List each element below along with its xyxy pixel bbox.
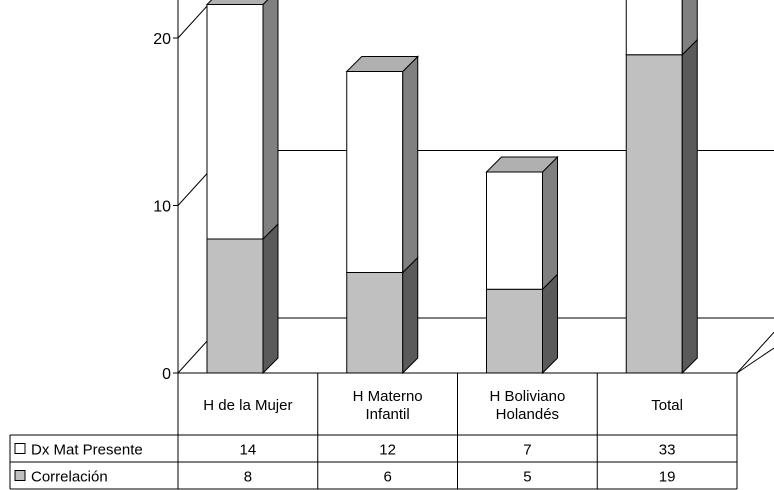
y-tick-label: 10 — [153, 199, 171, 216]
bars — [205, 0, 698, 375]
legend-key — [14, 470, 26, 481]
bar-top — [485, 156, 559, 173]
table-cell-value: 33 — [659, 442, 676, 459]
legend-label: Correlación — [31, 469, 108, 486]
x-category-label: H Materno — [353, 388, 423, 405]
table-cell-value: 7 — [523, 442, 531, 459]
gridline — [177, 0, 214, 39]
x-category-label: Total — [651, 397, 683, 414]
x-category-label: Infantil — [366, 406, 410, 423]
bar-segment-side — [542, 273, 558, 375]
table-cell-value: 5 — [523, 469, 531, 486]
legend-label: Dx Mat Presente — [31, 442, 143, 459]
bar-segment-side — [402, 55, 419, 274]
bar-segment-side — [262, 0, 279, 241]
bar-segment-front — [346, 71, 404, 273]
x-category-label: Holandés — [496, 406, 559, 423]
bar-segment-front — [346, 272, 404, 374]
bar-top — [205, 0, 269, 5]
legend-key — [14, 443, 26, 454]
y-axis: 0102030405060 — [153, 31, 178, 383]
bar-segment-front — [206, 4, 264, 240]
bar-segment-front — [625, 0, 683, 56]
bar-segment-front — [486, 171, 543, 290]
table-cell-value: 14 — [240, 442, 257, 459]
bar-segment-front — [625, 54, 683, 374]
x-category-label: H Boliviano — [489, 388, 565, 405]
bar-segment-side — [262, 222, 279, 375]
bar-segment-side — [542, 155, 558, 291]
table-cell-value: 12 — [379, 442, 396, 459]
table-cell-value: 6 — [383, 469, 391, 486]
bar-segment-side — [402, 256, 419, 375]
bar-segment-side — [681, 0, 698, 56]
bar-segment-side — [681, 38, 698, 375]
y-tick-label: 20 — [153, 31, 171, 48]
table-cell-value: 19 — [659, 469, 676, 486]
table-cell-value: 8 — [244, 469, 252, 486]
bar-top — [345, 56, 419, 72]
y-tick-label: 0 — [162, 366, 171, 383]
bar-segment-front — [206, 238, 264, 374]
table-line — [736, 347, 774, 374]
bar-segment-front — [486, 288, 543, 374]
x-category-label: H de la Mujer — [203, 397, 292, 414]
